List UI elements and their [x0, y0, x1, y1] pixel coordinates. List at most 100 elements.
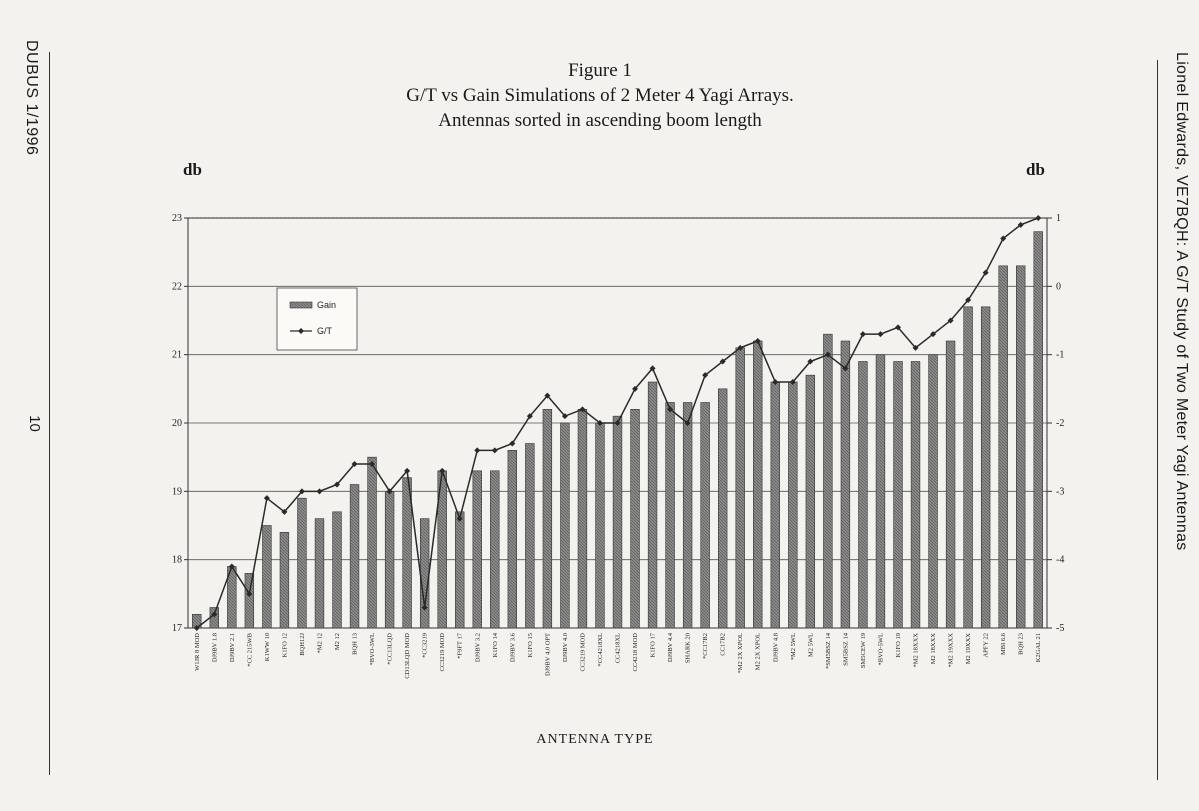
gain-bar	[980, 306, 991, 629]
left-page-rule	[49, 52, 50, 775]
gain-bar	[700, 402, 710, 629]
right-axis-unit: db	[1026, 160, 1045, 179]
gain-bar	[682, 402, 693, 629]
gt-marker	[404, 467, 411, 474]
category-label: SM5CEW 19	[860, 633, 867, 668]
gt-marker	[1017, 221, 1024, 228]
category-label: CC4218 MOD	[632, 633, 639, 672]
gt-marker	[824, 351, 831, 358]
gt-marker	[474, 447, 481, 454]
category-label: DJ9BV 3.2	[474, 633, 481, 662]
gt-marker	[772, 379, 779, 385]
gain-bar	[542, 409, 553, 629]
gt-marker	[386, 488, 393, 495]
gt-marker	[334, 481, 341, 488]
gain-bar	[805, 374, 816, 629]
category-label: CD13LQD MOD	[404, 633, 411, 679]
gain-bar	[1016, 265, 1026, 629]
gain-bar	[630, 409, 640, 629]
gt-marker	[544, 392, 551, 399]
legend-gain-label: Gain	[317, 300, 336, 310]
gt-marker	[246, 590, 253, 597]
legend-gain-swatch	[289, 301, 313, 309]
gt-marker	[228, 563, 235, 570]
gt-marker	[965, 297, 972, 303]
category-label: DJ9BV 4.0 OPT	[544, 633, 551, 676]
gt-marker	[737, 344, 744, 351]
left-axis-tick-label: 20	[172, 418, 182, 429]
gain-bar	[858, 361, 868, 629]
gain-bar	[928, 354, 938, 629]
gt-marker	[1035, 215, 1042, 221]
category-label: SHARK 20	[685, 633, 692, 663]
category-label: *M2 18XXX	[913, 633, 920, 668]
chart-subtitle-1: G/T vs Gain Simulations of 2 Meter 4 Yag…	[406, 85, 794, 106]
x-axis-label: ANTENNA TYPE	[536, 732, 654, 747]
gt-marker	[912, 344, 919, 351]
right-axis-tick-label: -1	[1056, 350, 1064, 361]
legend-gt-label: G/T	[317, 326, 333, 336]
gain-bar	[945, 340, 956, 629]
category-label: K2GAL 21	[1035, 633, 1042, 662]
gt-marker	[877, 331, 884, 338]
gain-bar	[262, 525, 272, 629]
gain-bar	[665, 402, 675, 629]
gain-bar	[735, 347, 745, 629]
gt-marker	[369, 461, 376, 467]
category-label: *M2 12	[316, 633, 323, 653]
category-label: CC17B2	[720, 633, 727, 656]
category-label: DJ9BV 4.8	[772, 633, 779, 662]
category-label: K1WW 10	[264, 633, 271, 661]
left-axis-tick-label: 23	[172, 213, 182, 224]
legend-gt-marker	[298, 328, 304, 334]
category-label: BQH12J	[299, 633, 306, 656]
gt-marker	[456, 515, 463, 522]
gt-marker	[894, 324, 901, 331]
category-label: BQH 13	[352, 633, 359, 655]
gt-marker	[754, 338, 761, 344]
gain-bar	[367, 456, 377, 629]
gt-marker	[789, 379, 796, 385]
category-label: *F9FT 17	[457, 632, 464, 658]
gain-bar	[244, 573, 255, 629]
gain-bar	[332, 511, 342, 629]
category-label: W1JR 8 MOD	[194, 633, 201, 671]
category-label: M2 19XXX	[965, 633, 972, 665]
category-label: M2 18XXX	[930, 633, 937, 665]
chart-subtitle-2: Antennas sorted in ascending boom length	[438, 110, 762, 131]
gain-bar	[419, 518, 430, 629]
gain-bar	[963, 306, 973, 629]
left-axis-tick-label: 18	[172, 555, 182, 566]
category-label: K1FO 12	[281, 633, 288, 657]
gt-marker	[298, 488, 305, 495]
left-axis-tick-label: 22	[172, 281, 182, 292]
category-label: DJ9BV 3.6	[509, 632, 516, 662]
gain-bar	[384, 491, 395, 629]
gt-marker	[859, 331, 866, 338]
gt-marker	[947, 317, 954, 324]
gain-bar	[595, 422, 605, 629]
gain-bar	[612, 415, 623, 629]
right-axis-tick-label: 1	[1056, 213, 1061, 224]
category-label: CC3219 MOD	[439, 633, 446, 672]
category-label: *CC 215WB	[246, 632, 253, 666]
gain-bar	[472, 470, 482, 629]
gt-marker	[579, 406, 586, 413]
gt-marker	[614, 420, 621, 426]
gain-bar	[560, 422, 570, 629]
category-label: CC3219 MOD	[579, 633, 586, 672]
gt-marker	[193, 625, 200, 631]
category-label: APFY 22	[983, 633, 990, 658]
gt-marker	[930, 331, 937, 338]
category-label: *BVO-3WL	[369, 633, 376, 666]
right-axis-tick-label: -5	[1056, 623, 1064, 634]
gain-bar	[875, 354, 886, 629]
gt-marker	[1000, 235, 1007, 242]
category-label: DJ9BV 4.4	[667, 632, 674, 662]
gt-marker	[316, 488, 323, 495]
gain-bar	[455, 511, 465, 629]
gain-bar	[577, 409, 588, 629]
gain-bar	[297, 497, 307, 629]
right-page-rule	[1157, 60, 1158, 780]
